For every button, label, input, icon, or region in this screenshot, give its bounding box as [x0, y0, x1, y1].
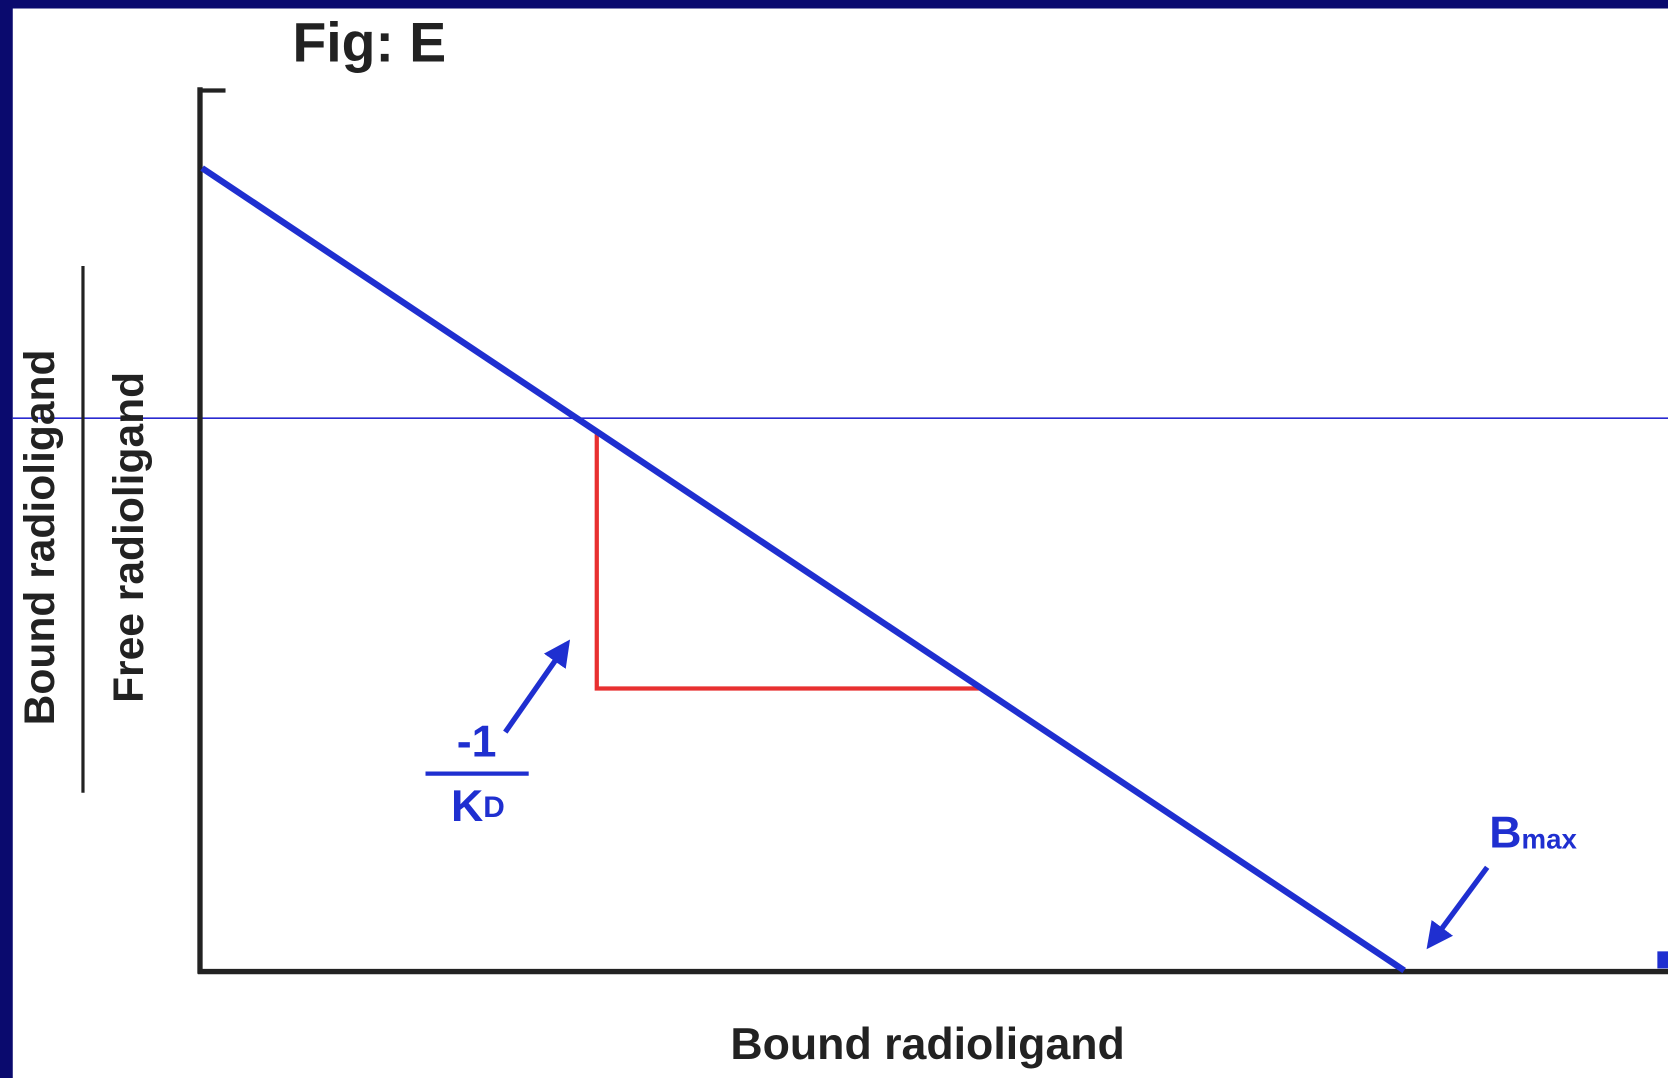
x-axis-tick — [1657, 951, 1668, 969]
slope-denominator-main: K — [451, 782, 483, 831]
slope-denominator: KD — [451, 782, 505, 831]
slope-triangle — [594, 434, 981, 691]
intercept-arrow — [1426, 865, 1490, 950]
y-axis-denominator: Free radioligand — [105, 372, 153, 703]
slope-arrow — [503, 639, 571, 734]
intercept-main: B — [1489, 808, 1521, 857]
intercept-label: Bmax — [1489, 808, 1577, 857]
scatchard-line — [200, 165, 1406, 974]
y-axis-numerator: Bound radioligand — [16, 349, 64, 725]
canvas — [12, 8, 1668, 1078]
intercept-sub: max — [1522, 824, 1578, 855]
x-axis-label: Bound radioligand — [730, 1020, 1125, 1069]
title: Fig: E — [293, 11, 447, 73]
slope-denominator-sub: D — [483, 791, 505, 824]
slope-numerator: -1 — [457, 718, 497, 767]
